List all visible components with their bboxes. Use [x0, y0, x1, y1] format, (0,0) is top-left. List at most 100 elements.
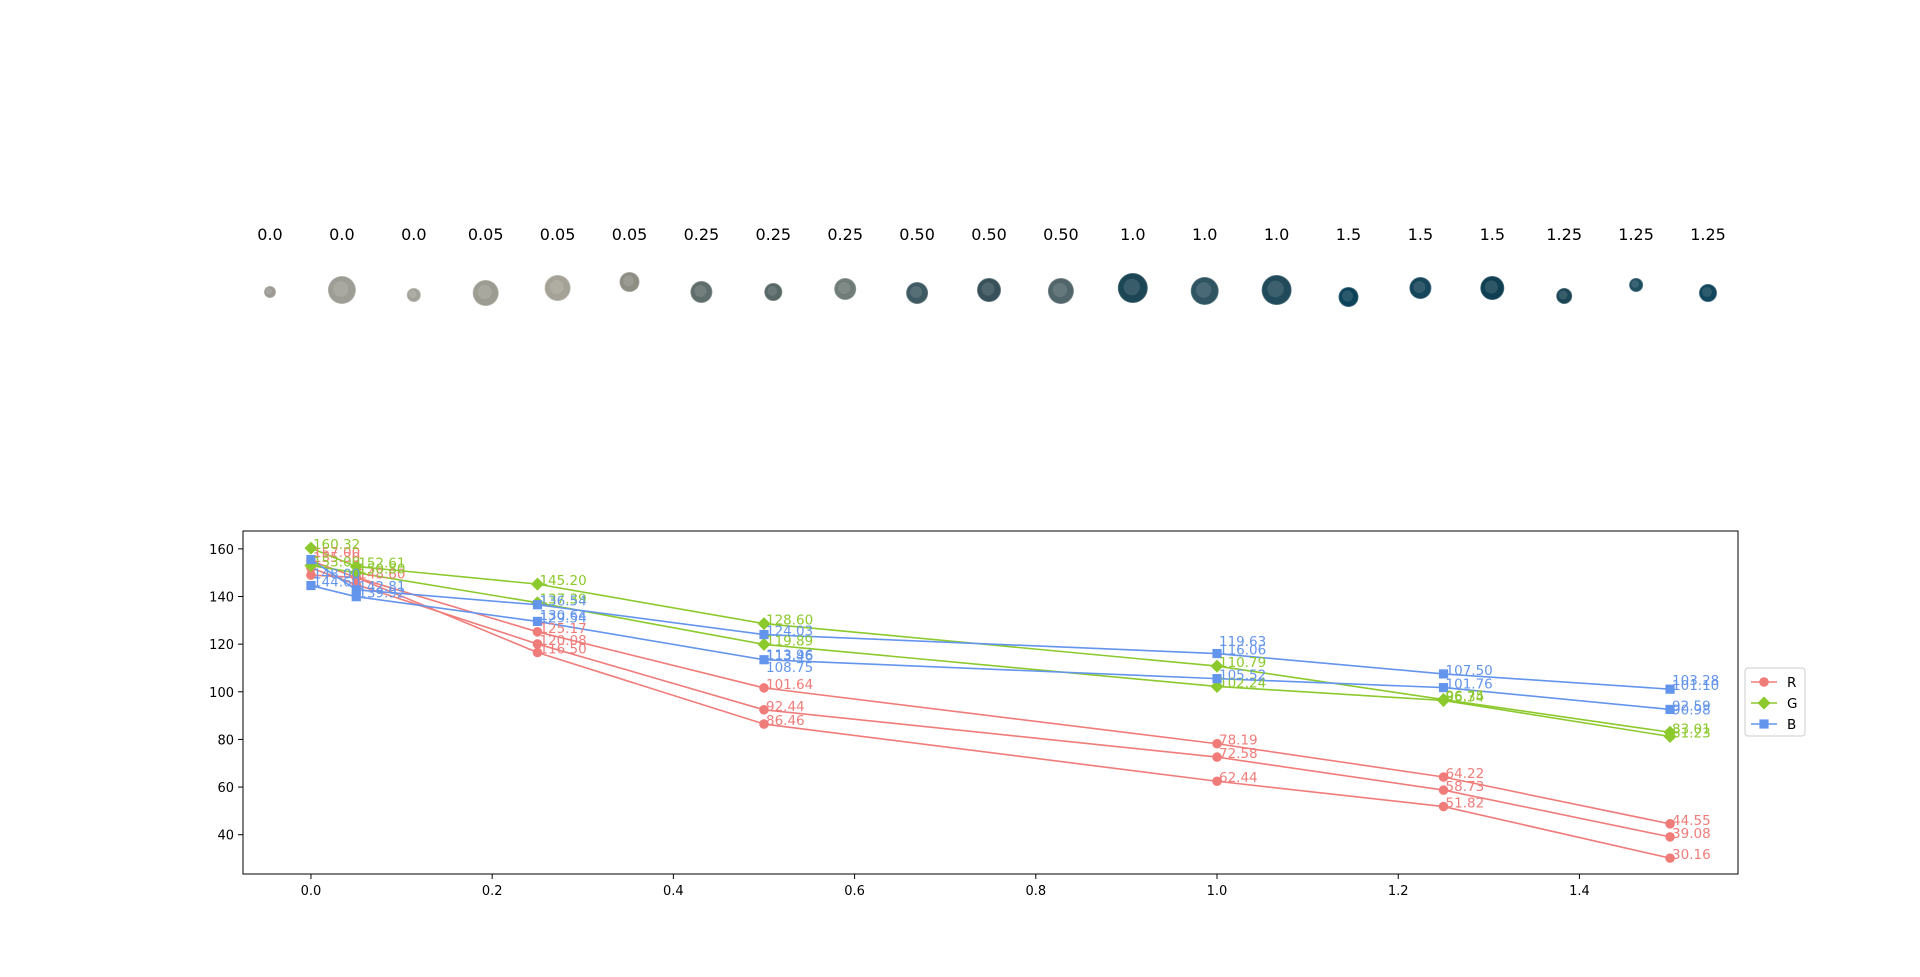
strip-label: 0.05 — [540, 225, 576, 244]
data-point — [532, 616, 543, 627]
data-label: 92.59 — [1672, 698, 1711, 714]
data-point — [759, 683, 769, 693]
data-label: 96.75 — [1446, 689, 1485, 705]
sample-thumbnail — [618, 271, 641, 293]
sample-thumbnail — [543, 274, 572, 302]
data-point — [1212, 674, 1222, 684]
sample-thumbnail — [763, 282, 784, 302]
sample-thumbnail — [1337, 286, 1360, 308]
data-label: 153.00 — [313, 555, 360, 571]
data-label: 129.54 — [539, 610, 586, 626]
sample-thumbnail-highlight — [1267, 280, 1284, 298]
data-label: 128.60 — [766, 613, 813, 629]
legend-marker — [1759, 719, 1769, 729]
data-label: 103.28 — [1672, 673, 1719, 689]
legend-label: R — [1787, 675, 1796, 691]
sample-thumbnail — [833, 277, 857, 301]
data-label: 101.64 — [766, 677, 813, 693]
sample-thumbnail-highlight — [477, 284, 492, 300]
axes-frame — [242, 530, 1739, 875]
x-tick-label: 0.2 — [482, 884, 503, 899]
data-point — [759, 704, 769, 715]
sample-thumbnail-highlight — [838, 281, 851, 295]
data-label: 116.50 — [539, 641, 586, 657]
strip-label: 0.0 — [257, 225, 282, 244]
sample-thumbnail-highlight — [265, 287, 273, 295]
sample-thumbnail — [1698, 283, 1718, 303]
sample-thumbnail-highlight — [1413, 280, 1426, 294]
strip-label: 0.50 — [899, 225, 935, 244]
data-point — [1665, 684, 1675, 694]
data-point — [1212, 752, 1222, 762]
sample-thumbnail-highlight — [910, 285, 923, 299]
y-tick-label: 60 — [217, 781, 234, 796]
sample-thumbnail-highlight — [767, 286, 778, 296]
data-label: 119.63 — [1219, 634, 1266, 650]
data-label: 116.06 — [1219, 643, 1266, 659]
image-strip: 0.0 0.0 0.0 0.05 0.05 0.05 0.25 0.25 0.25 0.50 0.5… — [257, 225, 1726, 308]
strip-label: 1.0 — [1192, 225, 1217, 244]
data-label: 64.22 — [1446, 766, 1485, 782]
sample-thumbnail — [1479, 275, 1506, 301]
sample-thumbnail-highlight — [1631, 280, 1639, 288]
x-axis: 0.0 0.2 0.4 0.6 0.8 1.0 1.2 1.4 — [301, 874, 1590, 899]
data-label: 124.03 — [766, 624, 813, 640]
data-label: 81.23 — [1672, 725, 1711, 741]
legend-marker — [1759, 677, 1769, 687]
data-label: 155.30 — [313, 550, 360, 566]
strip-label: 0.0 — [329, 225, 354, 244]
data-point — [1212, 648, 1222, 659]
data-label: 157.00 — [313, 545, 360, 561]
sample-thumbnail-highlight — [1702, 287, 1712, 297]
sample-thumbnail-highlight — [1196, 282, 1212, 298]
strip-label: 1.5 — [1408, 225, 1433, 244]
sample-thumbnail — [905, 281, 929, 305]
data-label: 90.98 — [1672, 702, 1711, 718]
sample-thumbnail-highlight — [694, 284, 707, 298]
data-label: 51.82 — [1446, 796, 1485, 812]
sample-thumbnail — [1117, 272, 1149, 304]
data-label: 142.81 — [358, 579, 405, 595]
data-point — [306, 580, 316, 591]
data-point — [1438, 669, 1449, 679]
data-point — [1210, 659, 1224, 673]
data-point — [306, 570, 316, 580]
strip-label: 0.50 — [971, 225, 1007, 244]
data-label: 113.96 — [766, 648, 813, 664]
sample-thumbnail — [1408, 276, 1433, 300]
strip-label: 1.25 — [1690, 225, 1726, 244]
sample-thumbnail-highlight — [1342, 290, 1353, 302]
legend: RGB — [1744, 667, 1806, 737]
data-label: 72.58 — [1219, 746, 1258, 762]
data-point — [532, 647, 543, 658]
sample-thumbnail — [327, 275, 357, 305]
data-label: 108.75 — [766, 660, 813, 676]
y-tick-label: 140 — [209, 591, 234, 606]
data-point — [1212, 776, 1222, 787]
data-label: 110.79 — [1219, 655, 1266, 671]
line-chart: 0.0 0.2 0.4 0.6 0.8 1.0 1.2 1.4 40 60 80 100 120 140… — [209, 530, 1739, 899]
data-label: 113.46 — [766, 649, 813, 665]
sample-thumbnail — [1628, 277, 1644, 293]
sample-thumbnail-highlight — [333, 281, 349, 297]
sample-thumbnail-highlight — [408, 290, 417, 298]
data-point — [351, 592, 361, 602]
data-point — [759, 719, 769, 729]
x-tick-label: 1.4 — [1569, 884, 1590, 899]
strip-label: 1.25 — [1618, 225, 1654, 244]
x-tick-label: 0.6 — [844, 884, 865, 899]
data-label: 96.34 — [1446, 689, 1485, 705]
legend-item-G: G — [1751, 696, 1797, 712]
data-point — [349, 566, 363, 580]
sample-thumbnail — [976, 277, 1002, 303]
y-tick-label: 100 — [209, 686, 234, 701]
sample-thumbnail-highlight — [623, 275, 634, 287]
series-G — [304, 541, 1677, 743]
sample-thumbnail — [689, 280, 714, 304]
strip-label: 1.25 — [1546, 225, 1582, 244]
data-label: 148.00 — [313, 566, 360, 582]
strip-label: 0.25 — [684, 225, 720, 244]
data-label: 137.39 — [539, 592, 586, 608]
data-point — [1665, 832, 1675, 842]
data-label: 119.89 — [766, 633, 813, 649]
